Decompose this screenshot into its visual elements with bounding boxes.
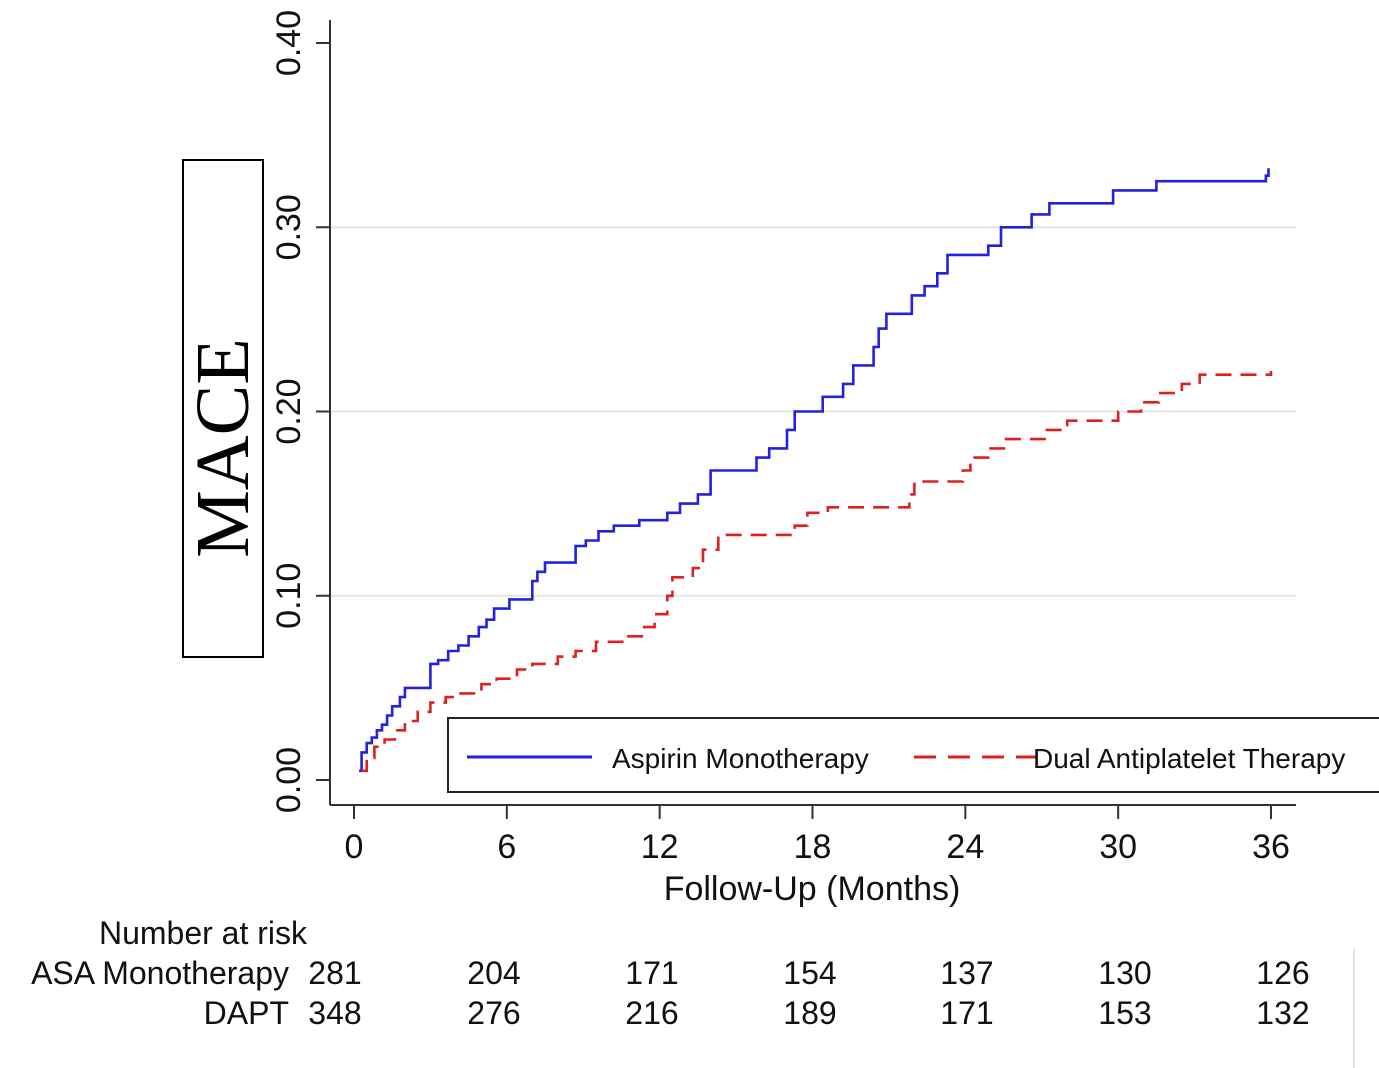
risk-cell: 130 [1098, 955, 1151, 991]
x-tick-label: 36 [1252, 828, 1290, 866]
risk-cell: 204 [467, 955, 520, 991]
risk-table-title: Number at risk [99, 915, 308, 951]
series-line-dapt [361, 371, 1273, 773]
risk-cell: 281 [308, 955, 361, 991]
risk-cell: 189 [783, 995, 836, 1031]
risk-cell: 171 [940, 995, 993, 1031]
risk-row-label-asa: ASA Monotherapy [31, 955, 289, 991]
y-tick-label: 0.10 [270, 563, 308, 629]
x-tick-label: 6 [497, 828, 516, 866]
y-tick-label: 0.30 [270, 194, 308, 260]
risk-row-label-dapt: DAPT [204, 995, 289, 1031]
risk-cell: 216 [625, 995, 678, 1031]
risk-cell: 137 [940, 955, 993, 991]
risk-cell: 276 [467, 995, 520, 1031]
x-tick-label: 30 [1099, 828, 1137, 866]
axes: 0.00 0.10 0.20 0.30 0.40 0 6 12 18 24 30 36 [270, 10, 1296, 866]
y-tick-label: 0.40 [270, 10, 308, 76]
risk-cell: 153 [1098, 995, 1151, 1031]
legend-box [447, 717, 1379, 793]
risk-cell: 154 [783, 955, 836, 991]
legend-label-dapt: Dual Antiplatelet Therapy [1033, 743, 1345, 774]
legend-label-aspirin: Aspirin Monotherapy [612, 743, 869, 774]
x-tick-label: 18 [794, 828, 832, 866]
x-tick-label: 0 [345, 828, 364, 866]
y-tick-label: 0.20 [270, 378, 308, 444]
risk-cell: 132 [1256, 995, 1309, 1031]
y-tick-label: 0.00 [270, 747, 308, 813]
risk-cell: 348 [308, 995, 361, 1031]
legend: Aspirin Monotherapy Dual Antiplatelet Th… [447, 717, 1379, 793]
y-axis-title: MACE [181, 338, 265, 558]
risk-table: Number at risk ASA Monotherapy DAPT 281 2… [31, 915, 1310, 1031]
x-tick-label: 24 [946, 828, 984, 866]
series-layer [359, 168, 1273, 773]
risk-cell: 171 [625, 955, 678, 991]
series-line-aspirin [359, 168, 1270, 773]
x-tick-label: 12 [641, 828, 679, 866]
ylabel-box [182, 159, 264, 658]
x-axis-title: Follow-Up (Months) [664, 870, 961, 908]
risk-cell: 126 [1256, 955, 1309, 991]
